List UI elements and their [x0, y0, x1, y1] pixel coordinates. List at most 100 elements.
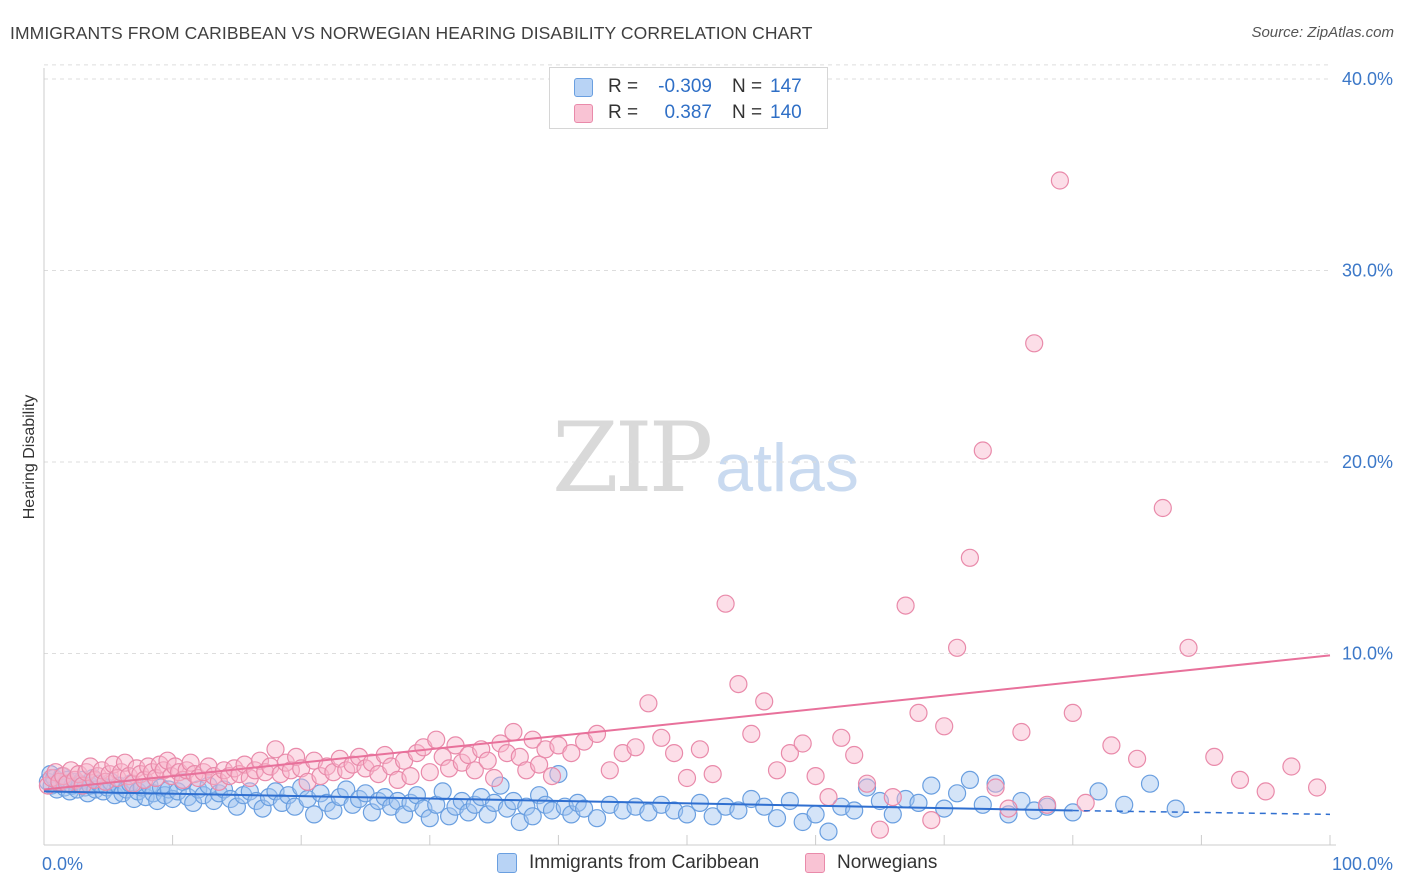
legend-swatch-norwegians: [805, 853, 825, 873]
norwegians-point: [703, 764, 722, 784]
norwegians-point: [181, 753, 200, 772]
norwegians-point: [639, 694, 658, 713]
caribbean-point: [574, 799, 594, 818]
norwegians-point: [1230, 770, 1250, 790]
norwegians-point: [600, 761, 619, 780]
norwegians-point: [504, 722, 523, 742]
norwegians-point: [909, 703, 928, 723]
norwegians-point: [287, 747, 306, 767]
caribbean-point: [523, 807, 542, 826]
norwegians-point: [256, 763, 275, 782]
axes: [43, 68, 1336, 846]
caribbean-point: [767, 809, 787, 828]
norwegians-point: [819, 787, 838, 807]
y-tick-label: 40.0%: [1342, 69, 1393, 89]
caribbean-point: [755, 797, 774, 816]
norwegians-point: [883, 787, 902, 807]
caribbean-point: [806, 805, 825, 824]
y-tick-label: 10.0%: [1342, 644, 1393, 664]
norwegians-point: [690, 740, 710, 759]
norwegians-point: [1127, 749, 1147, 768]
norwegians-point: [1025, 334, 1044, 353]
norwegians-point: [857, 774, 877, 793]
caribbean-point: [909, 793, 928, 813]
x-tick-label-min: 0.0%: [42, 854, 83, 874]
caribbean-point: [227, 797, 246, 816]
norwegians-point: [587, 724, 607, 744]
norwegians-point: [250, 751, 270, 770]
norwegians-point: [922, 810, 941, 830]
norwegians-point: [677, 768, 697, 788]
norwegians-point: [199, 757, 218, 776]
norwegians-point: [465, 761, 484, 780]
norwegians-point: [115, 753, 135, 772]
caribbean-point: [960, 770, 980, 790]
norwegians-point: [845, 745, 864, 765]
caribbean-point: [549, 764, 568, 784]
norwegians-point: [960, 548, 980, 567]
norwegians-point: [266, 740, 285, 759]
caribbean-trend-line: [43, 790, 1073, 812]
caribbean-point: [395, 805, 414, 824]
norwegians-point: [780, 743, 800, 763]
y-tick-label: 30.0%: [1342, 261, 1393, 281]
legend-n-label: N =: [732, 76, 763, 97]
norwegians-point: [716, 594, 735, 613]
watermark-zip: ZIP: [552, 402, 713, 514]
caribbean-point: [253, 799, 272, 818]
norwegians-point: [401, 766, 420, 786]
tick-labels: 10.0% 20.0% 30.0% 40.0% 0.0% 100.0%: [42, 69, 1393, 874]
caribbean-point: [587, 809, 607, 828]
norwegians-point: [427, 730, 446, 749]
norwegians-point: [1205, 747, 1224, 767]
caribbean-point: [433, 782, 452, 801]
norwegians-point: [1153, 498, 1172, 518]
norwegians-point: [420, 763, 439, 782]
caribbean-point: [529, 786, 549, 805]
norwegians-point: [529, 755, 549, 774]
caribbean-point: [780, 791, 800, 811]
legend-r-label: R =: [608, 76, 639, 97]
gridlines: [44, 64, 1330, 654]
legend-n-value: 147: [770, 76, 802, 97]
norwegians-point: [485, 768, 504, 788]
caribbean-point: [305, 805, 324, 824]
watermark-atlas: atlas: [715, 430, 859, 506]
caribbean-point: [922, 776, 941, 795]
norwegians-point: [935, 717, 954, 736]
norwegians-point: [767, 761, 787, 780]
correlation-legend: R = -0.309 N = 147 R = 0.387 N = 140: [549, 67, 828, 129]
norwegians-point: [755, 692, 774, 711]
norwegians-point: [729, 674, 748, 694]
legend-r-value: -0.309: [658, 76, 712, 97]
caribbean-point: [491, 776, 510, 795]
legend-r-label: R =: [608, 102, 639, 123]
trend-lines: [43, 654, 1331, 816]
caribbean-point: [1166, 799, 1185, 818]
norwegians-point: [896, 596, 915, 615]
legend-swatch-caribbean: [497, 853, 517, 873]
caribbean-point: [986, 774, 1005, 793]
caribbean-point: [362, 803, 381, 822]
norwegians-point: [1012, 722, 1031, 742]
caribbean-point: [168, 782, 187, 801]
watermark: ZIPatlas: [552, 402, 859, 514]
legend-r-value: 0.387: [664, 102, 712, 123]
legend-n-value: 140: [770, 102, 802, 123]
series-norwegians-points: [38, 171, 1327, 839]
norwegians-point: [1063, 703, 1082, 723]
legend-swatch-caribbean: [574, 78, 593, 97]
norwegians-point: [562, 743, 581, 763]
norwegians-point: [973, 441, 992, 460]
norwegians-point: [664, 743, 684, 763]
legend-label-norwegians: Norwegians: [837, 852, 938, 873]
norwegians-point: [793, 734, 812, 753]
norwegians-trend-line: [43, 654, 1331, 791]
legend-swatch-norwegians: [574, 104, 593, 123]
caribbean-point: [973, 795, 992, 814]
norwegians-point: [1179, 638, 1198, 657]
series-caribbean-points: [38, 764, 1185, 841]
norwegians-point: [478, 751, 497, 770]
series-legend: Immigrants from Caribbean Norwegians: [0, 852, 1406, 878]
